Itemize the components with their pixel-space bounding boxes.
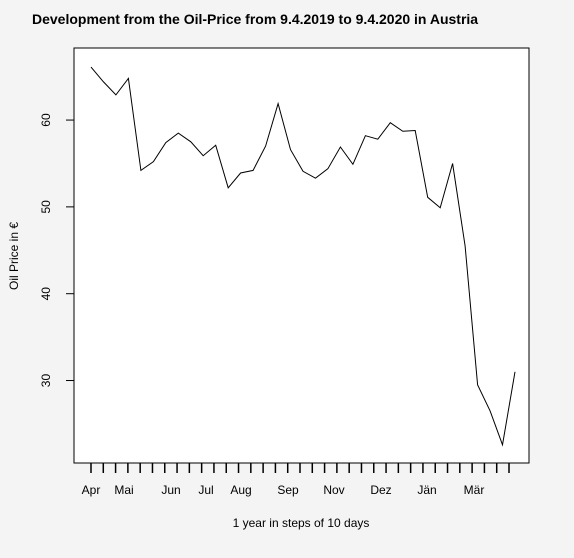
x-tick-label: Aug xyxy=(230,483,251,497)
plot-frame xyxy=(73,47,530,464)
chart-title: Development from the Oil-Price from 9.4.… xyxy=(32,11,478,27)
x-axis-label: 1 year in steps of 10 days xyxy=(233,516,370,530)
x-tick-label: Mai xyxy=(114,483,133,497)
y-axis-label: Oil Price in € xyxy=(7,222,21,290)
x-tick-label: Jul xyxy=(198,483,213,497)
x-axis: Apr Mai Jun Jul Aug Sep Nov Dez Jän Mär xyxy=(82,462,510,497)
oil-price-line xyxy=(90,66,516,447)
x-tick-label: Nov xyxy=(323,483,344,497)
x-tick-label: Mär xyxy=(464,483,485,497)
x-tick-label: Dez xyxy=(370,483,391,497)
y-axis: 30 40 50 60 xyxy=(39,113,74,387)
y-tick-label: 30 xyxy=(39,374,53,388)
x-tick-label: Sep xyxy=(277,483,299,497)
y-tick-label: 50 xyxy=(39,200,53,214)
y-tick-label: 60 xyxy=(39,113,53,127)
x-tick-label: Apr xyxy=(82,483,101,497)
x-tick-label: Jän xyxy=(417,483,436,497)
x-tick-label: Jun xyxy=(161,483,180,497)
y-tick-label: 40 xyxy=(39,287,53,301)
